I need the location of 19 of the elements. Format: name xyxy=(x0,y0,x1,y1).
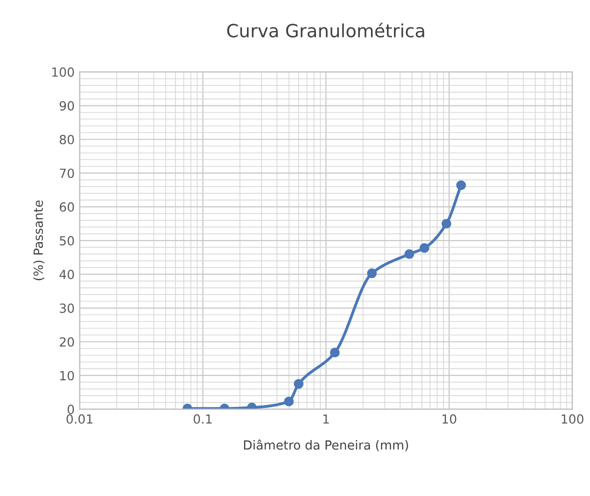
y-tick-label: 0 xyxy=(68,404,74,414)
x-tick-label: 0.01 xyxy=(66,414,92,424)
y-tick-label: 60 xyxy=(60,202,74,212)
chart-title: Curva Granulométrica xyxy=(227,22,424,38)
x-tick-label: 10 xyxy=(442,414,456,424)
y-tick-label: 30 xyxy=(60,303,74,313)
y-tick-label: 10 xyxy=(60,370,74,380)
y-tick-label: 40 xyxy=(59,270,74,280)
y-tick-label: 100 xyxy=(52,67,74,77)
x-axis-title: Diâmetro da Peneira (mm) xyxy=(244,440,408,452)
x-tick-label: 1 xyxy=(323,414,329,424)
y-tick-label: 80 xyxy=(60,134,74,144)
y-tick-label: 50 xyxy=(60,236,74,246)
x-tick-label: 0.1 xyxy=(194,414,212,424)
x-tick-label: 100 xyxy=(562,414,584,424)
y-tick-label: 90 xyxy=(60,101,74,111)
y-tick-label: 70 xyxy=(60,168,74,178)
y-axis-title: (%) Passante xyxy=(33,200,44,280)
y-tick-label: 20 xyxy=(60,337,74,347)
